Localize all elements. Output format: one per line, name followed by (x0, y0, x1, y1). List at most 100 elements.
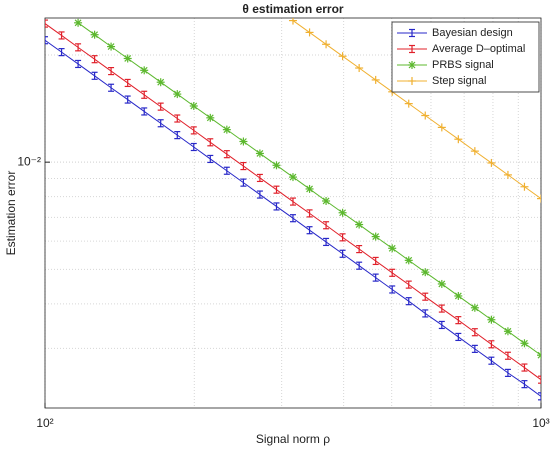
marker-part (306, 185, 313, 193)
marker-part (173, 90, 181, 98)
marker-part (91, 31, 99, 39)
marker (487, 315, 496, 324)
marker (256, 190, 263, 199)
marker (107, 42, 116, 51)
marker (504, 351, 511, 360)
marker (409, 28, 415, 38)
marker (240, 178, 247, 187)
marker (141, 107, 148, 116)
marker-part (74, 19, 82, 27)
marker-part (239, 138, 247, 145)
marker (323, 237, 330, 247)
marker (338, 52, 347, 61)
marker (323, 221, 330, 230)
marker (371, 75, 380, 84)
marker (421, 268, 430, 277)
marker (409, 44, 415, 54)
marker (408, 61, 416, 69)
marker (538, 375, 541, 384)
marker (355, 220, 364, 229)
x-tick-label: 10² (36, 416, 53, 430)
marker (503, 327, 512, 336)
marker (470, 303, 479, 312)
marker (75, 43, 82, 52)
marker (520, 339, 529, 348)
marker-part (124, 55, 132, 62)
marker (404, 99, 413, 108)
marker (206, 113, 215, 122)
marker-part (372, 233, 380, 241)
marker (190, 126, 197, 135)
marker (223, 150, 230, 159)
marker-part (256, 150, 264, 157)
marker-part (471, 304, 479, 312)
marker (45, 19, 48, 28)
legend-label: Bayesian design (432, 27, 513, 39)
marker (421, 111, 430, 120)
marker (389, 268, 396, 277)
marker (288, 18, 297, 25)
marker-part (355, 221, 363, 228)
marker (455, 332, 462, 342)
marker-part (388, 244, 396, 252)
marker (454, 291, 463, 300)
marker (256, 173, 263, 183)
marker (273, 185, 280, 194)
marker (289, 197, 296, 206)
y-tick-label: 10⁻² (17, 154, 41, 168)
marker (189, 101, 198, 110)
marker (470, 147, 479, 156)
marker (437, 123, 446, 132)
marker (438, 320, 445, 330)
marker (58, 48, 65, 57)
marker-part (322, 197, 330, 205)
marker (537, 351, 541, 360)
marker (322, 196, 331, 205)
marker-part (339, 209, 347, 217)
marker (372, 273, 379, 282)
marker (157, 119, 164, 128)
marker (255, 149, 264, 158)
marker (372, 256, 379, 266)
marker (289, 214, 296, 223)
marker (322, 40, 331, 49)
marker-part (289, 173, 297, 181)
x-tick-label: 10³ (532, 416, 549, 430)
marker (174, 131, 181, 140)
marker (91, 55, 98, 64)
marker-part (157, 78, 165, 86)
marker (487, 158, 496, 167)
marker-part (408, 61, 416, 69)
marker (356, 244, 363, 254)
marker-part (190, 102, 198, 110)
marker (90, 30, 99, 39)
marker-part (438, 280, 446, 288)
marker-part (206, 114, 214, 122)
marker (356, 261, 363, 270)
marker-part (273, 161, 280, 169)
marker (408, 77, 416, 85)
marker (438, 304, 445, 313)
marker (58, 31, 65, 40)
legend-label: Average D–optimal (432, 43, 525, 55)
marker (222, 125, 231, 134)
marker (488, 356, 495, 365)
marker (454, 135, 463, 144)
series-line (292, 20, 541, 200)
marker (389, 285, 396, 294)
marker (239, 137, 248, 146)
legend-box (391, 21, 540, 93)
marker (388, 244, 397, 253)
marker (305, 184, 314, 193)
marker (74, 18, 83, 27)
marker (124, 95, 131, 104)
marker (75, 59, 82, 69)
marker-part (140, 66, 148, 74)
marker (45, 36, 48, 45)
marker (338, 208, 347, 217)
marker (223, 166, 230, 175)
marker (173, 90, 182, 99)
marker-part (537, 351, 541, 357)
marker-part (504, 327, 512, 335)
